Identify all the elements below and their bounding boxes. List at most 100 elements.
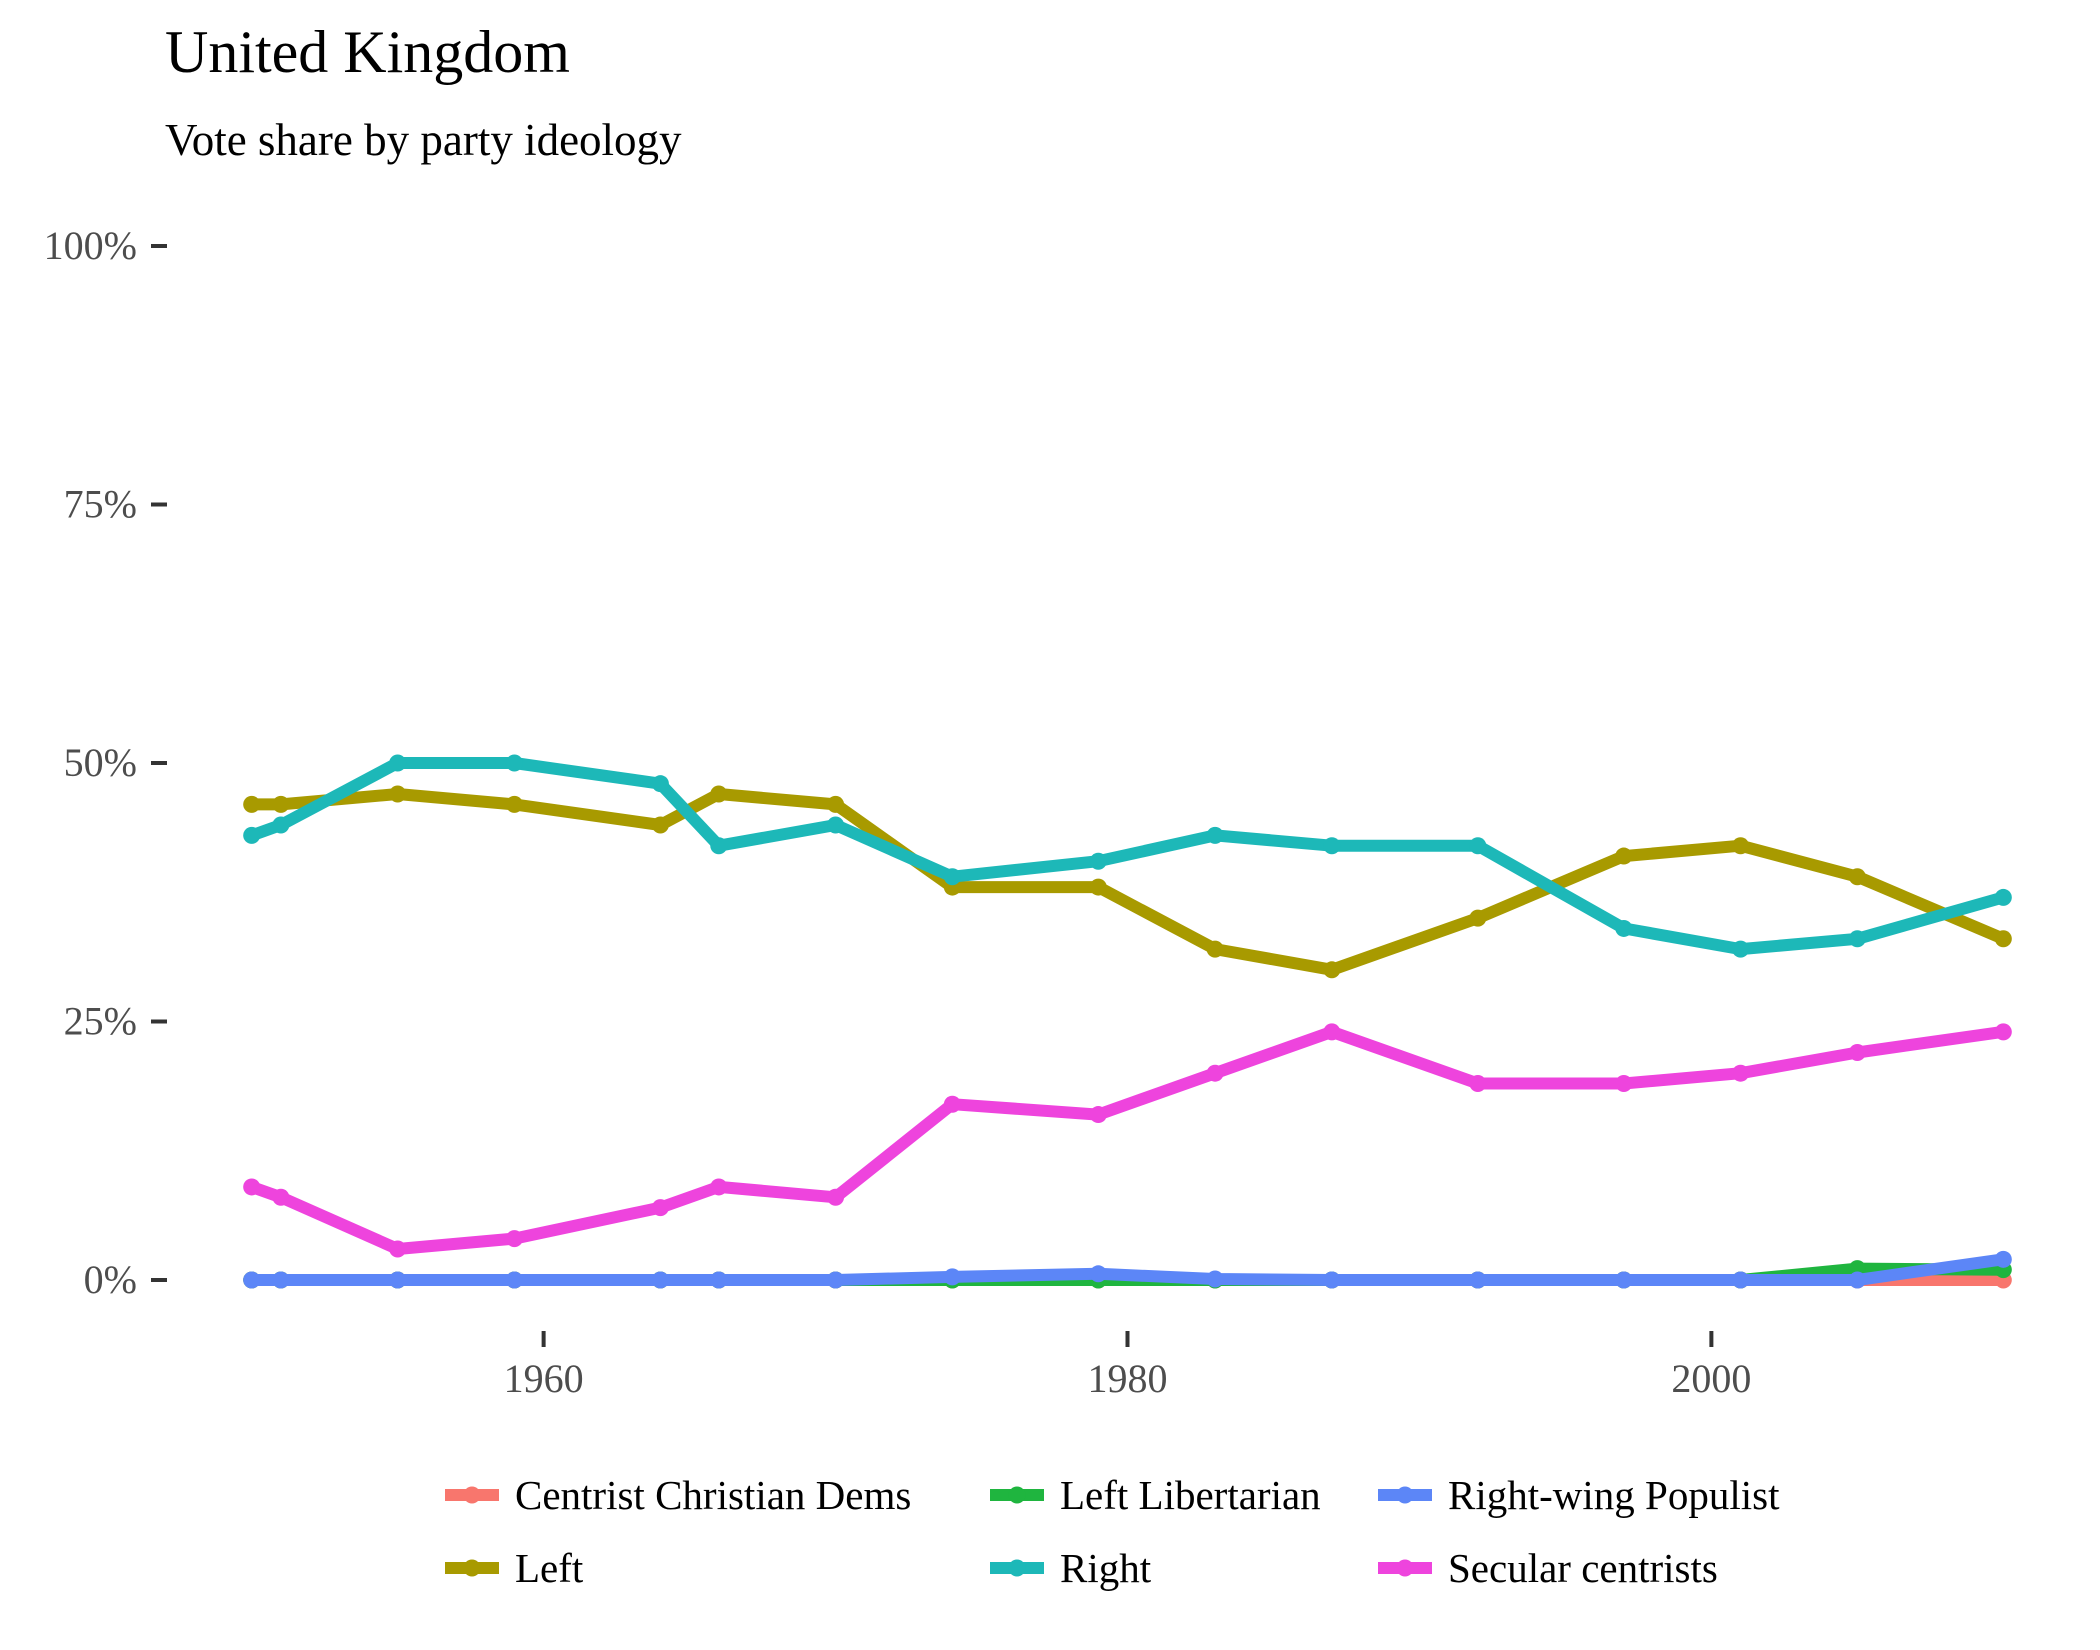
data-point bbox=[827, 816, 845, 834]
data-point bbox=[943, 1268, 961, 1286]
data-point bbox=[505, 1230, 523, 1248]
data-point bbox=[1323, 961, 1341, 979]
data-point bbox=[272, 1271, 290, 1289]
data-point bbox=[1994, 1023, 2012, 1041]
legend-label: Right bbox=[1060, 1545, 1152, 1591]
legend: Centrist Christian Dems Left Libertarian R… bbox=[445, 1472, 1780, 1591]
data-point bbox=[1089, 1106, 1107, 1124]
data-point bbox=[1848, 868, 1866, 886]
legend-key-point bbox=[1396, 1486, 1414, 1504]
data-point bbox=[1206, 1064, 1224, 1082]
data-point bbox=[389, 1240, 407, 1258]
legend-key-point bbox=[1008, 1559, 1026, 1577]
data-point bbox=[1469, 837, 1487, 855]
x-tick-label: 1960 bbox=[504, 1356, 584, 1401]
data-point bbox=[1206, 826, 1224, 844]
legend-item: Left bbox=[445, 1545, 584, 1591]
y-tick-label: 0% bbox=[84, 1257, 137, 1302]
data-point bbox=[1615, 1075, 1633, 1093]
series-right-wing-populist bbox=[243, 1250, 2012, 1289]
data-point bbox=[1206, 940, 1224, 958]
series-line-left bbox=[251, 788, 2006, 976]
data-point bbox=[710, 1271, 728, 1289]
data-point bbox=[389, 754, 407, 772]
x-tick-label: 1980 bbox=[1088, 1356, 1168, 1401]
data-point bbox=[651, 1271, 669, 1289]
data-point bbox=[651, 1199, 669, 1217]
data-point bbox=[389, 785, 407, 803]
y-tick-label: 25% bbox=[64, 999, 137, 1044]
data-point bbox=[243, 826, 261, 844]
data-point bbox=[1848, 930, 1866, 948]
data-point bbox=[505, 1271, 523, 1289]
data-point bbox=[1994, 1250, 2012, 1268]
data-point bbox=[1089, 852, 1107, 870]
data-point bbox=[272, 1188, 290, 1206]
data-point bbox=[1732, 1271, 1750, 1289]
data-point bbox=[1848, 1271, 1866, 1289]
data-point bbox=[243, 795, 261, 813]
chart-subtitle: Vote share by party ideology bbox=[165, 115, 682, 165]
data-point bbox=[1615, 1271, 1633, 1289]
series-line-secular-centrists bbox=[249, 1025, 2005, 1255]
data-point bbox=[1732, 1064, 1750, 1082]
data-point bbox=[505, 754, 523, 772]
data-point bbox=[710, 785, 728, 803]
legend-label: Centrist Christian Dems bbox=[515, 1472, 911, 1518]
legend-label: Left Libertarian bbox=[1060, 1472, 1321, 1518]
legend-label: Right-wing Populist bbox=[1448, 1472, 1780, 1518]
legend-item: Secular centrists bbox=[1378, 1545, 1718, 1591]
chart-title: United Kingdom bbox=[165, 19, 570, 85]
data-point bbox=[1469, 1075, 1487, 1093]
data-point bbox=[389, 1271, 407, 1289]
data-point bbox=[1323, 837, 1341, 855]
data-point bbox=[651, 775, 669, 793]
series-right bbox=[243, 754, 2012, 958]
data-point bbox=[651, 816, 669, 834]
legend-key-point bbox=[463, 1486, 481, 1504]
legend-item: Right bbox=[990, 1545, 1152, 1591]
legend-key-point bbox=[1008, 1486, 1026, 1504]
y-tick-label: 100% bbox=[44, 223, 137, 268]
x-axis: 1960 1980 2000 bbox=[504, 1331, 1751, 1401]
data-point bbox=[1206, 1270, 1224, 1288]
data-point bbox=[272, 795, 290, 813]
legend-item: Centrist Christian Dems bbox=[445, 1472, 911, 1518]
data-point bbox=[243, 1178, 261, 1196]
y-axis: 0% 25% 50% 75% 100% bbox=[44, 223, 167, 1302]
data-point bbox=[1615, 919, 1633, 937]
data-point bbox=[943, 868, 961, 886]
legend-key-point bbox=[1396, 1559, 1414, 1577]
data-point bbox=[1089, 1265, 1107, 1283]
series-line-right bbox=[249, 757, 2005, 956]
legend-item: Right-wing Populist bbox=[1378, 1472, 1780, 1518]
data-point bbox=[243, 1271, 261, 1289]
series-layer bbox=[243, 754, 2012, 1289]
legend-key-point bbox=[463, 1559, 481, 1577]
legend-item: Left Libertarian bbox=[990, 1472, 1321, 1518]
data-point bbox=[1732, 837, 1750, 855]
data-point bbox=[710, 1178, 728, 1196]
data-point bbox=[1469, 909, 1487, 927]
data-point bbox=[1994, 888, 2012, 906]
data-point bbox=[827, 1188, 845, 1206]
data-point bbox=[710, 837, 728, 855]
data-point bbox=[1323, 1023, 1341, 1041]
data-point bbox=[943, 1095, 961, 1113]
data-point bbox=[1994, 930, 2012, 948]
data-point bbox=[1615, 847, 1633, 865]
y-tick-label: 50% bbox=[64, 740, 137, 785]
data-point bbox=[1323, 1271, 1341, 1289]
data-point bbox=[1848, 1044, 1866, 1062]
legend-label: Secular centrists bbox=[1448, 1545, 1718, 1591]
data-point bbox=[1732, 940, 1750, 958]
data-point bbox=[1089, 878, 1107, 896]
x-tick-label: 2000 bbox=[1671, 1356, 1751, 1401]
data-point bbox=[272, 816, 290, 834]
data-point bbox=[505, 795, 523, 813]
data-point bbox=[827, 795, 845, 813]
data-point bbox=[827, 1271, 845, 1289]
series-secular-centrists bbox=[243, 1023, 2012, 1258]
legend-label: Left bbox=[515, 1545, 584, 1591]
